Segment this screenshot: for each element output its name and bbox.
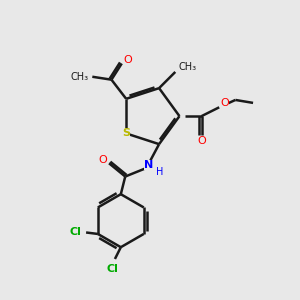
Text: S: S	[122, 128, 130, 138]
Text: O: O	[123, 55, 132, 65]
Text: H: H	[156, 167, 164, 177]
Text: Cl: Cl	[69, 227, 81, 238]
Text: O: O	[197, 136, 206, 146]
Text: Cl: Cl	[106, 264, 118, 274]
Text: O: O	[98, 155, 107, 165]
Text: N: N	[144, 160, 153, 170]
Text: O: O	[221, 98, 230, 108]
Text: CH₃: CH₃	[178, 61, 197, 72]
Text: CH₃: CH₃	[71, 72, 89, 82]
